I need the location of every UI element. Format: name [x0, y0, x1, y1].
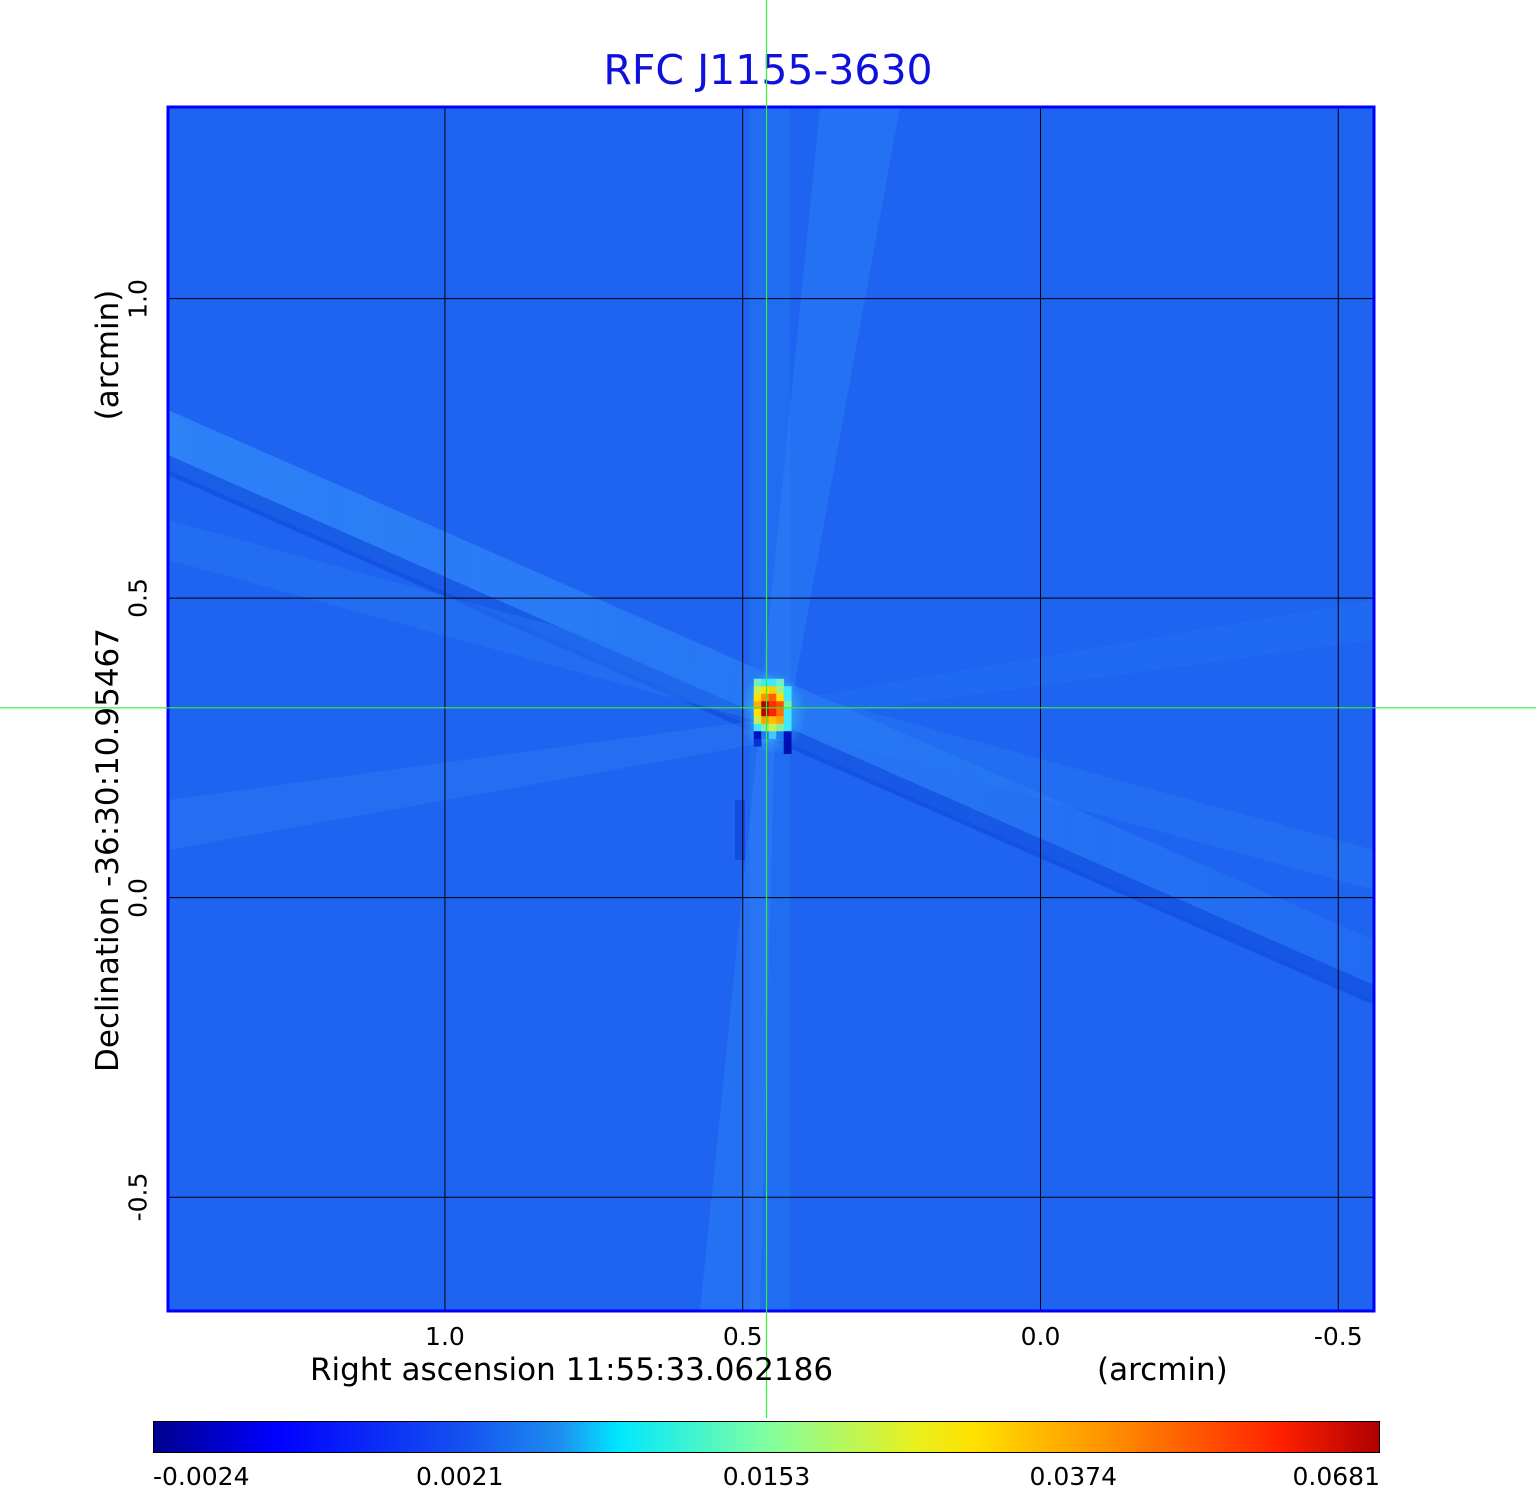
- source-pixel: [761, 701, 770, 710]
- source-pixel: [783, 701, 792, 710]
- source-pixel: [776, 731, 785, 740]
- source-pixel: [753, 678, 762, 687]
- source-pixel: [783, 738, 792, 747]
- coordinate-grid: [168, 107, 1374, 1311]
- radio-source: [738, 669, 807, 755]
- source-pixel: [768, 723, 777, 732]
- source-pixel: [768, 693, 777, 702]
- source-pixel: [761, 686, 770, 695]
- y-tick-label: 0.5: [123, 578, 153, 619]
- source-pixel: [783, 693, 792, 702]
- source-pixel: [753, 708, 762, 717]
- colorbar-tick-label: 0.0681: [1292, 1462, 1380, 1491]
- source-pixel: [768, 731, 777, 740]
- source-pixel: [776, 716, 785, 725]
- source-pixel: [776, 701, 785, 710]
- y-tick-label: 1.0: [123, 278, 153, 319]
- source-pixel: [761, 708, 770, 717]
- source-pixel: [776, 708, 785, 717]
- source-pixel: [768, 701, 777, 710]
- source-pixel: [753, 716, 762, 725]
- source-pixel: [768, 686, 777, 695]
- x-axis-unit: (arcmin): [1097, 1352, 1228, 1388]
- colorbar-tick-label: -0.0024: [153, 1462, 250, 1491]
- source-pixel: [761, 716, 770, 725]
- plot-area: [166, 105, 1376, 1313]
- source-pixel: [761, 693, 770, 702]
- x-axis-label: Right ascension 11:55:33.062186: [310, 1352, 834, 1388]
- chart-title: RFC J1155-3630: [603, 46, 933, 94]
- colorbar: [153, 1421, 1380, 1453]
- x-tick-label: 0.5: [722, 1322, 763, 1351]
- y-axis-unit: (arcmin): [90, 289, 126, 421]
- colorbar-tick-label: 0.0021: [416, 1462, 504, 1491]
- sky-map: [0, 0, 1536, 1418]
- source-pixel: [776, 693, 785, 702]
- source-pixel: [761, 731, 770, 740]
- source-pixel: [753, 731, 762, 740]
- source-pixel: [783, 746, 792, 755]
- source-pixel: [776, 678, 785, 687]
- source-pixel: [768, 716, 777, 725]
- source-pixel: [753, 723, 762, 732]
- source-pixel: [783, 716, 792, 725]
- source-pixel: [783, 686, 792, 695]
- source-pixel: [776, 723, 785, 732]
- x-tick-label: 0.0: [1020, 1322, 1061, 1351]
- source-pixel: [753, 686, 762, 695]
- source-pixel: [768, 708, 777, 717]
- plot-frame: [166, 105, 1376, 1313]
- source-pixel: [783, 731, 792, 740]
- source-pixel: [761, 723, 770, 732]
- source-pixel: [753, 738, 762, 747]
- source-pixel: [783, 723, 792, 732]
- colorbar-tick-label: 0.0374: [1029, 1462, 1117, 1491]
- colorbar-tick-label: 0.0153: [722, 1462, 811, 1491]
- x-tick-label: 1.0: [425, 1322, 465, 1351]
- source-pixel: [776, 686, 785, 695]
- source-pixel: [753, 701, 762, 710]
- x-tick-label: -0.5: [1313, 1322, 1363, 1351]
- source-pixel: [783, 708, 792, 717]
- y-axis-label: Declination -36:30:10.95467: [90, 628, 126, 1072]
- y-tick-label: 0.0: [123, 877, 153, 918]
- source-pixel: [761, 678, 770, 687]
- y-tick-label: -0.5: [123, 1172, 153, 1222]
- source-pixel: [768, 678, 777, 687]
- source-pixel: [753, 693, 762, 702]
